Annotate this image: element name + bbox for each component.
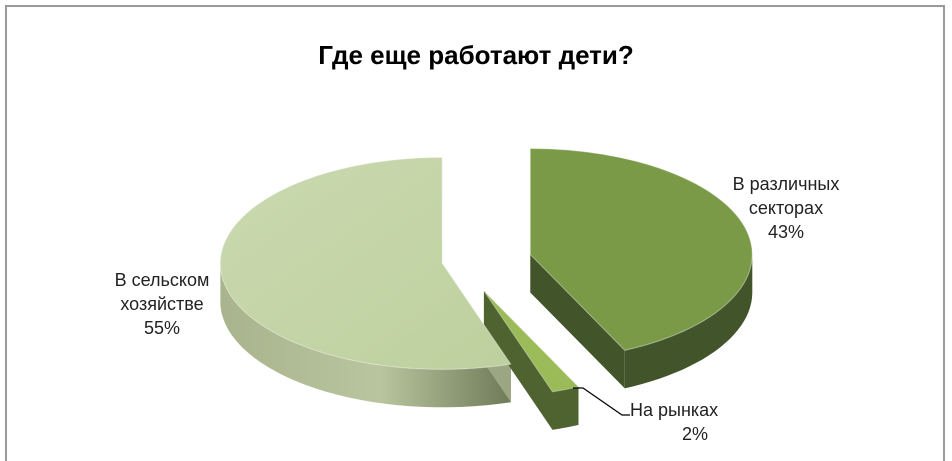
slice-label-agriculture: В сельском хозяйстве 55% [92,268,232,340]
slice-wall-sectors-1 [530,254,625,389]
slice-side-agriculture [220,267,511,408]
leader-line-markets [573,387,630,416]
slice-top-agriculture [219,156,512,370]
slice-label-markets: На рынках 2% [630,398,750,446]
slice-side-sectors [624,255,753,389]
slice-label-sectors-line2: секторах [748,198,824,218]
slice-top-markets [483,290,580,393]
slice-label-sectors: В различных секторах 43% [700,172,872,244]
slice-label-markets-line1: На рынках [630,400,719,420]
slice-label-agriculture-percent: 55% [143,318,181,338]
slice-top-sectors [529,147,753,351]
slice-label-sectors-line1: В различных [732,174,840,194]
slice-wall-markets-1 [483,291,553,430]
slice-label-agriculture-line2: хозяйстве [120,294,204,314]
slice-label-agriculture-line1: В сельском [114,270,210,290]
slice-label-markets-percent: 2% [681,424,708,444]
slice-label-sectors-percent: 43% [767,222,805,242]
chart-title: Где еще работают дети? [318,40,634,70]
